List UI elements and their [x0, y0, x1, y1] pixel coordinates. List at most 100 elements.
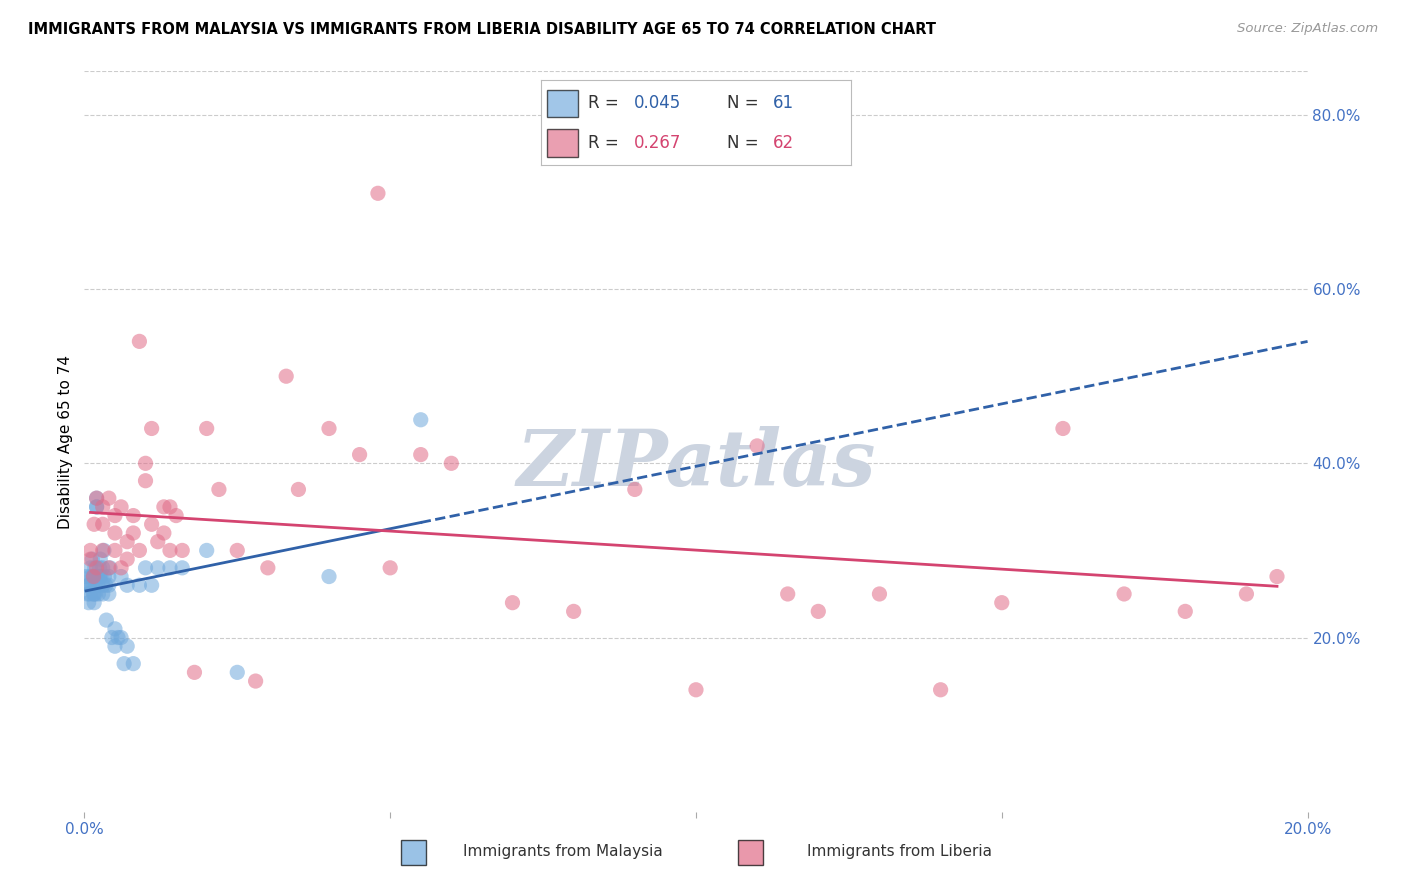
Point: [135, 561, 157, 575]
Point: [128, 578, 150, 592]
Point: [141, 578, 163, 592]
Point: [82, 578, 104, 592]
Point: [82, 552, 104, 566]
Point: [93, 543, 115, 558]
Point: [159, 561, 181, 575]
Point: [79, 587, 101, 601]
Point: [87, 569, 110, 583]
Point: [79, 543, 101, 558]
Point: [245, 674, 267, 689]
Point: [83, 587, 105, 601]
Point: [86, 569, 108, 583]
Point: [1052, 421, 1074, 435]
Point: [165, 508, 187, 523]
Point: [79, 552, 101, 566]
Point: [77, 578, 100, 592]
Point: [624, 483, 647, 497]
Point: [104, 526, 127, 541]
Point: [318, 569, 340, 583]
Point: [115, 534, 138, 549]
Text: 61: 61: [773, 95, 794, 112]
Text: IMMIGRANTS FROM MALAYSIA VS IMMIGRANTS FROM LIBERIA DISABILITY AGE 65 TO 74 CORR: IMMIGRANTS FROM MALAYSIA VS IMMIGRANTS F…: [28, 22, 936, 37]
Point: [89, 561, 111, 575]
Point: [82, 569, 104, 583]
Point: [409, 448, 432, 462]
Text: Source: ZipAtlas.com: Source: ZipAtlas.com: [1237, 22, 1378, 36]
Point: [135, 474, 157, 488]
Point: [747, 439, 769, 453]
Text: Immigrants from Liberia: Immigrants from Liberia: [807, 845, 993, 859]
Point: [318, 421, 340, 435]
Point: [135, 456, 157, 470]
Point: [685, 682, 707, 697]
Point: [90, 569, 112, 583]
Point: [96, 613, 118, 627]
Point: [115, 552, 138, 566]
Point: [807, 604, 830, 618]
Point: [1174, 604, 1197, 618]
Text: N =: N =: [727, 134, 763, 152]
Point: [172, 561, 194, 575]
Point: [112, 657, 135, 671]
Point: [128, 543, 150, 558]
Point: [97, 491, 120, 505]
Point: [110, 561, 132, 575]
Point: [122, 657, 145, 671]
Point: [86, 561, 108, 575]
Point: [367, 186, 389, 201]
Point: [104, 543, 127, 558]
Point: [97, 587, 120, 601]
Point: [104, 622, 127, 636]
Text: R =: R =: [588, 95, 624, 112]
Point: [83, 569, 105, 583]
Point: [87, 587, 110, 601]
Point: [104, 508, 127, 523]
Point: [89, 552, 111, 566]
FancyBboxPatch shape: [547, 129, 578, 157]
Point: [83, 596, 105, 610]
Point: [91, 578, 114, 592]
Point: [91, 543, 114, 558]
Point: [110, 569, 132, 583]
Point: [86, 500, 108, 514]
Point: [86, 500, 108, 514]
Text: 0.267: 0.267: [634, 134, 682, 152]
Point: [115, 578, 138, 592]
Point: [75, 569, 97, 583]
Point: [83, 517, 105, 532]
Point: [153, 526, 176, 541]
Point: [122, 526, 145, 541]
Point: [1114, 587, 1136, 601]
Point: [80, 578, 103, 592]
Point: [409, 413, 432, 427]
Point: [1236, 587, 1258, 601]
Point: [991, 596, 1014, 610]
Point: [159, 543, 181, 558]
Point: [79, 561, 101, 575]
Point: [91, 561, 114, 575]
Point: [226, 665, 249, 680]
Point: [110, 631, 132, 645]
Point: [79, 569, 101, 583]
Point: [91, 500, 114, 514]
Text: Immigrants from Malaysia: Immigrants from Malaysia: [463, 845, 662, 859]
Point: [101, 631, 124, 645]
Point: [1265, 569, 1288, 583]
Point: [146, 534, 169, 549]
Point: [89, 569, 111, 583]
Point: [869, 587, 891, 601]
Point: [562, 604, 585, 618]
Point: [97, 569, 120, 583]
Point: [115, 639, 138, 653]
Point: [195, 543, 218, 558]
Point: [83, 569, 105, 583]
Point: [98, 561, 121, 575]
Point: [776, 587, 799, 601]
Text: N =: N =: [727, 95, 763, 112]
Point: [141, 421, 163, 435]
Text: 0.045: 0.045: [634, 95, 682, 112]
Point: [172, 543, 194, 558]
Point: [86, 491, 108, 505]
Point: [287, 483, 309, 497]
Point: [97, 561, 120, 575]
